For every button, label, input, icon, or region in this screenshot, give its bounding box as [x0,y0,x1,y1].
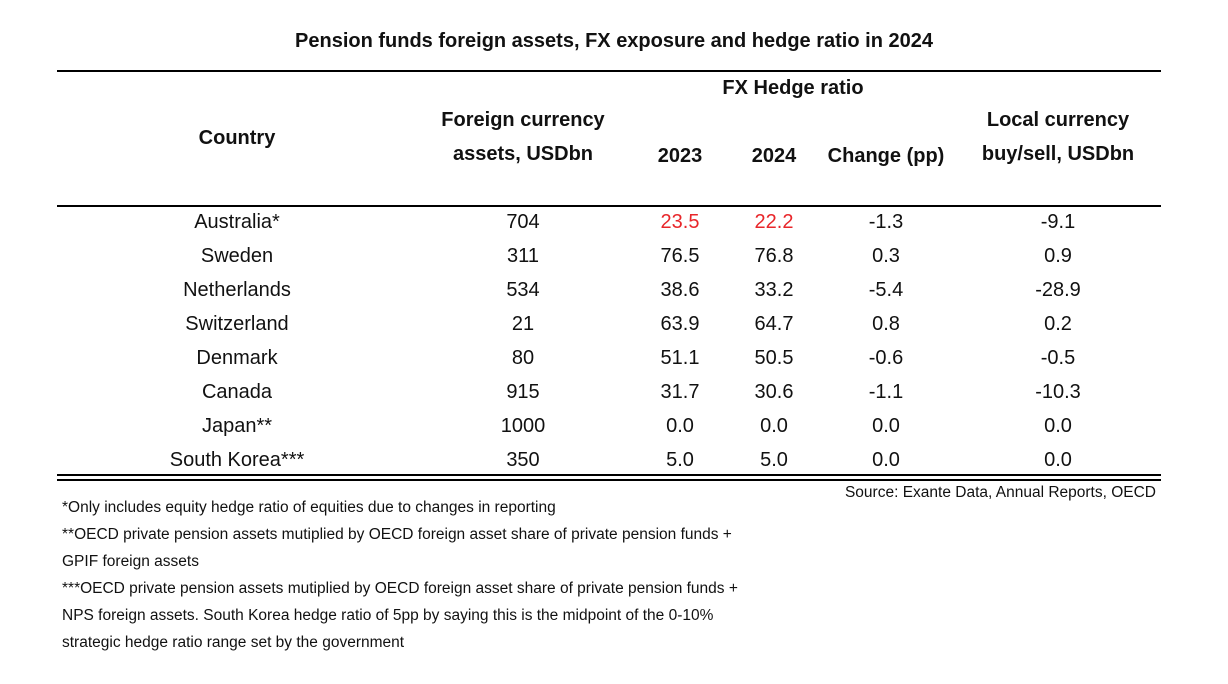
cell-local: 0.0 [1044,415,1072,437]
cell-assets: 350 [506,449,540,471]
bottom-rule-1 [57,474,1161,476]
cell-h2024: 33.2 [754,279,794,301]
source-note: Source: Exante Data, Annual Reports, OEC… [844,484,1156,501]
table-title: Pension funds foreign assets, FX exposur… [295,30,933,52]
header-local-2: buy/sell, USDbn [981,143,1135,165]
top-rule [57,70,1161,72]
cell-h2024: 5.0 [760,449,788,471]
footnote-3: ***OECD private pension assets mutiplied… [62,580,738,651]
header-country: Country [198,127,276,149]
cell-assets: 1000 [500,415,546,437]
header-foreign-1: Foreign currency [441,109,605,131]
footnotes: *Only includes equity hedge ratio of equ… [62,494,742,656]
cell-h2023: 31.7 [660,381,700,403]
cell-country: Netherlands [183,279,291,301]
footnote-1: *Only includes equity hedge ratio of equ… [62,499,556,516]
cell-h2023: 38.6 [660,279,700,301]
cell-local: 0.9 [1044,245,1072,267]
cell-change: -1.1 [868,381,904,403]
cell-local: -9.1 [1040,211,1076,233]
cell-local: -10.3 [1035,381,1081,403]
cell-h2023: 51.1 [660,347,700,369]
cell-h2023: 76.5 [660,245,700,267]
header-local-1: Local currency [986,109,1130,131]
cell-assets: 80 [511,347,535,369]
bottom-rule-2 [57,479,1161,481]
cell-change: 0.0 [872,449,900,471]
header-change: Change (pp) [827,145,945,167]
cell-local: 0.2 [1044,313,1072,335]
cell-change: -0.6 [868,347,904,369]
cell-country: South Korea*** [169,449,305,471]
cell-assets: 915 [506,381,540,403]
cell-change: -1.3 [868,211,904,233]
cell-country: Denmark [196,347,278,369]
cell-change: -5.4 [868,279,904,301]
cell-change: 0.3 [872,245,900,267]
cell-assets: 311 [507,245,539,267]
footnote-2: **OECD private pension assets mutiplied … [62,526,732,570]
header-foreign-2: assets, USDbn [452,143,594,165]
cell-country: Sweden [200,245,274,267]
header-2023: 2023 [657,145,703,167]
cell-local: -0.5 [1040,347,1076,369]
cell-country: Switzerland [185,313,289,335]
cell-h2023: 23.5 [660,211,700,233]
header-fx-hedge-ratio: FX Hedge ratio [722,77,864,99]
cell-h2024: 64.7 [754,313,794,335]
cell-local: 0.0 [1044,449,1072,471]
cell-h2024: 22.2 [754,211,794,233]
cell-h2024: 76.8 [754,245,794,267]
header-rule [57,205,1161,207]
cell-h2024: 0.0 [760,415,788,437]
cell-assets: 534 [506,279,540,301]
cell-change: 0.8 [872,313,900,335]
cell-h2023: 63.9 [660,313,700,335]
cell-h2023: 5.0 [666,449,694,471]
header-2024: 2024 [751,145,797,167]
cell-change: 0.0 [872,415,900,437]
cell-h2024: 30.6 [754,381,794,403]
cell-country: Japan** [201,415,273,437]
cell-country: Australia* [194,211,280,233]
cell-assets: 21 [511,313,535,335]
cell-assets: 704 [506,211,540,233]
cell-h2024: 50.5 [754,347,794,369]
cell-local: -28.9 [1035,279,1081,301]
cell-h2023: 0.0 [666,415,694,437]
cell-country: Canada [201,381,273,403]
